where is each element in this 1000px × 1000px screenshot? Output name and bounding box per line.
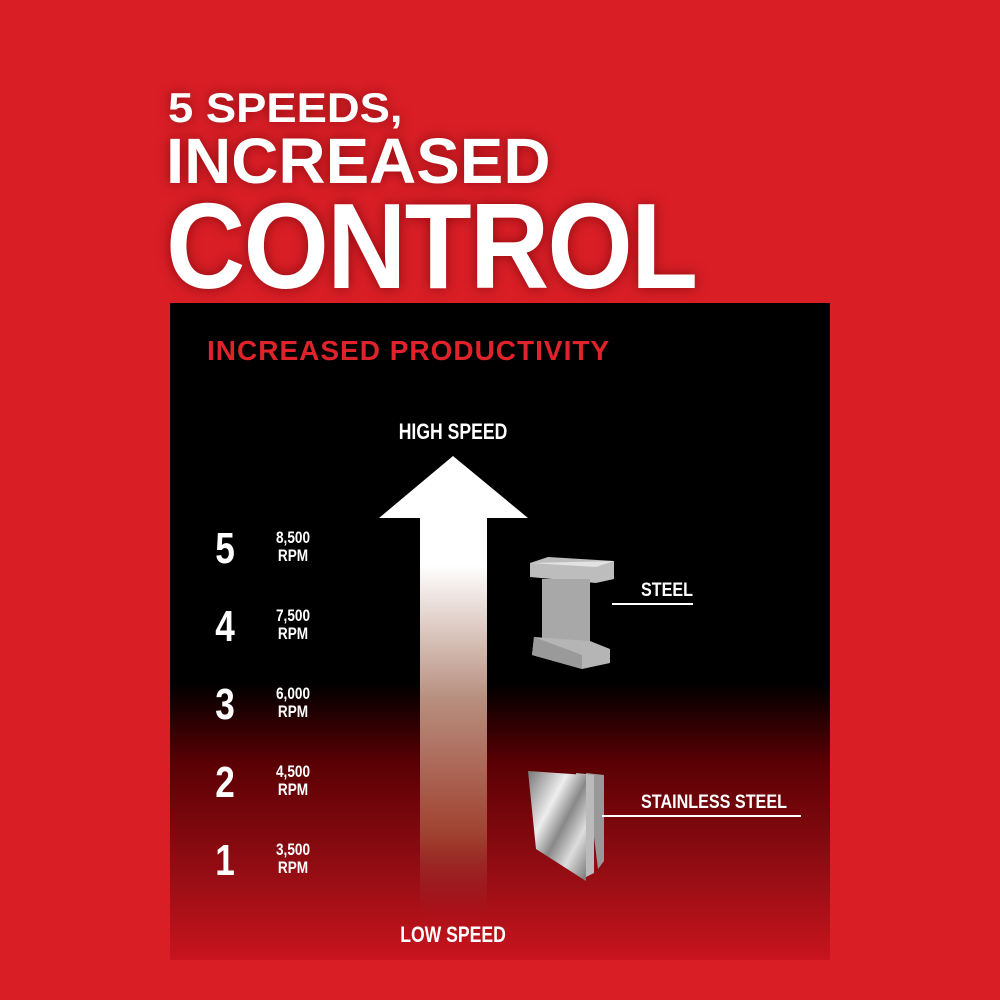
speed-level: 2 <box>215 758 235 807</box>
speed-level: 5 <box>215 524 235 573</box>
i-beam-icon <box>530 557 614 669</box>
rpm-value: 6,000 <box>275 684 311 703</box>
low-speed-label: LOW SPEED <box>400 922 506 947</box>
headline-line-3: CONTROL <box>166 178 698 314</box>
metal-sheets-icon <box>528 771 604 881</box>
speed-rpm: 8,500 RPM <box>276 529 310 565</box>
speed-arrow-icon <box>379 456 528 917</box>
steel-label: STEEL <box>641 580 694 601</box>
speed-rpm: 7,500 RPM <box>276 607 310 643</box>
speed-panel: INCREASED PRODUCTIVITY HIGH SPEED LOW SP… <box>170 303 830 960</box>
rpm-value: 3,500 <box>275 840 311 859</box>
speed-rpm: 6,000 RPM <box>276 685 310 721</box>
rpm-unit: RPM <box>277 624 309 643</box>
speed-rpm: 4,500 RPM <box>276 763 310 799</box>
speed-level: 3 <box>215 680 235 729</box>
speed-level: 4 <box>215 602 235 651</box>
high-speed-label: HIGH SPEED <box>398 419 508 444</box>
stainless-steel-leader-line <box>602 815 801 817</box>
rpm-unit: RPM <box>277 780 309 799</box>
panel-subtitle: INCREASED PRODUCTIVITY <box>207 335 611 366</box>
stainless-steel-label: STAINLESS STEEL <box>641 792 787 813</box>
rpm-value: 7,500 <box>275 606 311 625</box>
rpm-unit: RPM <box>277 858 309 877</box>
steel-leader-line <box>612 603 693 605</box>
speed-rpm: 3,500 RPM <box>276 841 310 877</box>
rpm-value: 4,500 <box>275 762 311 781</box>
speed-level: 1 <box>215 836 235 885</box>
rpm-value: 8,500 <box>275 528 311 547</box>
headline-line-2: INCREASED <box>166 125 551 197</box>
rpm-unit: RPM <box>277 702 309 721</box>
rpm-unit: RPM <box>277 546 309 565</box>
headline-line-1: 5 SPEEDS, <box>168 84 403 131</box>
